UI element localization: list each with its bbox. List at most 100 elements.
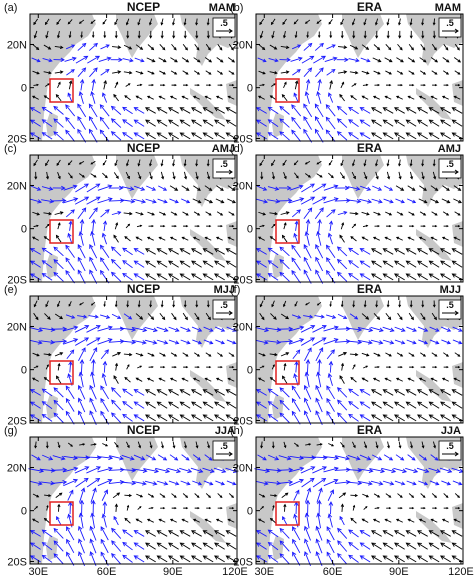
wind-vector — [225, 542, 237, 550]
wind-vector — [258, 493, 266, 498]
wind-vector — [291, 129, 302, 142]
wind-vector — [372, 518, 380, 523]
wind-vector — [361, 211, 370, 216]
wind-vector — [384, 236, 392, 241]
wind-vector — [79, 302, 84, 306]
wind-vector — [348, 106, 359, 115]
wind-vector — [159, 352, 166, 357]
wind-vector — [352, 504, 356, 511]
wind-vector — [382, 542, 394, 550]
wind-vector — [135, 70, 144, 75]
wind-vector — [398, 18, 401, 26]
wind-vector — [102, 160, 107, 166]
wind-vector — [290, 56, 303, 62]
wind-vector — [161, 441, 164, 449]
wind-vector — [86, 337, 101, 346]
wind-vector — [314, 103, 324, 118]
wind-vector — [324, 56, 338, 63]
wind-vector — [293, 172, 299, 179]
wind-vector — [206, 18, 210, 26]
wind-vector — [206, 30, 210, 39]
wind-vector — [67, 92, 73, 103]
wind-vector — [336, 118, 348, 128]
wind-vector — [195, 159, 199, 167]
wind-vector — [202, 132, 214, 140]
wind-vector — [193, 70, 201, 75]
wind-vectors — [30, 159, 237, 284]
wind-vector — [89, 269, 98, 284]
wind-vector — [326, 269, 336, 284]
wind-vector — [382, 401, 394, 409]
wind-vector — [385, 44, 392, 51]
reference-vector-label: .5 — [220, 300, 228, 310]
wind-vector — [99, 244, 110, 258]
wind-vector — [183, 159, 187, 167]
panel-title: ERA — [357, 423, 383, 437]
wind-vector — [167, 248, 179, 255]
wind-vector — [169, 377, 177, 382]
wind-vector — [326, 397, 335, 412]
wind-vector — [65, 116, 76, 130]
y-tick-label: 20N — [7, 39, 27, 51]
wind-vector — [408, 43, 414, 51]
wind-vector — [182, 352, 189, 357]
region-box — [275, 219, 300, 244]
wind-vector — [110, 57, 123, 63]
wind-vector — [453, 57, 462, 63]
wind-vector — [279, 118, 290, 128]
land-shape — [116, 155, 158, 199]
season-label: MAM — [435, 2, 461, 14]
wind-vector — [144, 389, 156, 396]
wind-vector — [303, 269, 312, 284]
wind-vector — [56, 18, 61, 25]
wind-vector — [340, 300, 344, 308]
wind-vector — [406, 198, 417, 204]
wind-vector — [256, 555, 267, 563]
wind-vector — [267, 454, 280, 461]
wind-vector — [315, 538, 323, 554]
wind-vector — [440, 260, 451, 268]
wind-vector — [179, 107, 191, 114]
wind-vector — [288, 325, 305, 332]
wind-vector — [89, 67, 98, 78]
wind-vector — [312, 325, 327, 333]
wind-vector — [362, 493, 370, 498]
wind-vector — [267, 119, 279, 127]
wind-vector — [409, 225, 415, 228]
wind-vector — [86, 477, 101, 488]
wind-vector — [217, 493, 223, 499]
wind-vector — [202, 273, 214, 281]
wind-vector — [409, 159, 413, 167]
wind-vector — [146, 57, 156, 63]
wind-vector — [169, 454, 179, 461]
wind-vector — [53, 259, 64, 270]
wind-vector — [43, 353, 52, 357]
wind-vector — [358, 339, 373, 345]
wind-vector — [455, 366, 461, 369]
wind-vector — [216, 70, 224, 75]
wind-vector — [325, 104, 336, 117]
panel-d: .5 — [255, 154, 464, 284]
wind-vector — [386, 300, 390, 308]
wind-vector — [53, 131, 64, 141]
wind-vector — [419, 211, 427, 216]
wind-vector — [133, 414, 145, 422]
wind-vector — [30, 401, 41, 409]
wind-vector — [304, 160, 311, 165]
wind-vector — [195, 441, 199, 449]
wind-vector — [384, 57, 393, 63]
wind-vector — [267, 273, 279, 281]
y-tick-label: 20S — [7, 133, 27, 145]
wind-vector — [179, 248, 191, 255]
wind-vector — [33, 224, 39, 228]
wind-vector — [259, 159, 264, 167]
y-tick-label: 20S — [7, 274, 27, 286]
wind-vector — [156, 119, 168, 127]
wind-vector — [156, 555, 168, 563]
wind-vector — [225, 389, 237, 396]
wind-vector — [432, 30, 436, 39]
wind-vector — [363, 506, 368, 510]
wind-vector — [132, 480, 147, 486]
wind-vector — [30, 119, 41, 127]
wind-vector — [443, 83, 449, 87]
